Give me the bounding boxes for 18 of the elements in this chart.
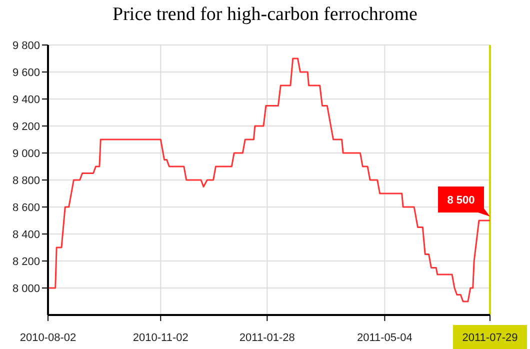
y-tick-label: 8 600 xyxy=(12,202,40,214)
y-tick-label: 8 200 xyxy=(12,256,40,268)
x-tick-label: 2011-05-04 xyxy=(356,332,412,344)
y-tick-label: 9 600 xyxy=(12,66,40,79)
y-tick-label: 9 400 xyxy=(12,94,40,106)
y-tick-label: 8 400 xyxy=(12,228,40,241)
chart-title: Price trend for high-carbon ferrochrome xyxy=(112,4,418,26)
line-series xyxy=(48,58,490,302)
y-tick-label: 8 000 xyxy=(12,282,40,295)
x-tick-label: 2011-01-28 xyxy=(239,332,295,344)
x-tick-label: 2011-07-29 xyxy=(462,332,518,344)
x-tick-label: 2010-11-02 xyxy=(132,332,188,344)
y-tick-label: 9 200 xyxy=(12,120,40,133)
y-tick-label: 9 800 xyxy=(12,40,40,52)
annotation: 8 500 xyxy=(447,194,475,206)
y-tick-label: 8 800 xyxy=(12,174,40,187)
y-tick-label: 9 000 xyxy=(12,148,40,160)
x-tick-label: 2010-08-02 xyxy=(20,332,76,344)
